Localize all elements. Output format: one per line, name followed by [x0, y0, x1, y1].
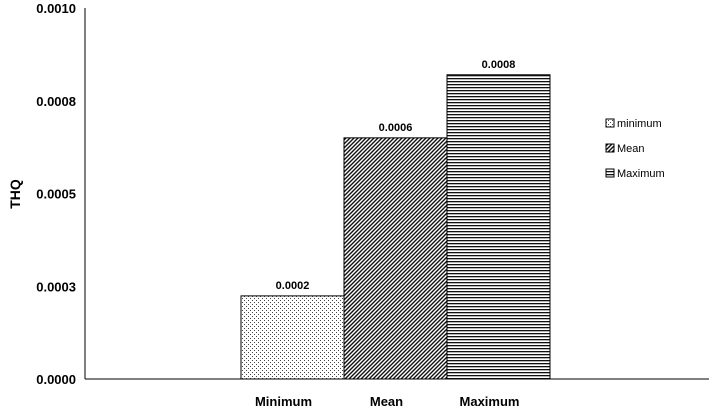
- data-label-minimum: 0.0002: [276, 280, 310, 292]
- y-axis-title: THQ: [7, 179, 23, 209]
- legend-swatch-minimum: [605, 118, 615, 128]
- y-tick-labels: 0.0000 0.0003 0.0005 0.0008 0.0010: [36, 1, 76, 387]
- legend-label-mean: Mean: [617, 143, 645, 155]
- data-label-mean: 0.0006: [379, 122, 413, 134]
- bar-minimum: [240, 295, 345, 380]
- category-labels: Minimum Mean Maximum: [255, 394, 520, 409]
- y-tick-label: 0.0005: [36, 187, 76, 202]
- legend-label-maximum: Maximum: [617, 168, 665, 180]
- legend-label-minimum: minimum: [617, 118, 662, 130]
- bar-mean: [343, 137, 448, 380]
- legend: minimum Mean Maximum: [605, 118, 665, 180]
- legend-swatch-mean: [605, 143, 615, 153]
- bars: 0.0002 0.0006 0.0008: [240, 59, 551, 380]
- category-label-mean: Mean: [370, 394, 403, 409]
- category-label-minimum: Minimum: [255, 394, 312, 409]
- y-tick-label: 0.0008: [36, 94, 76, 109]
- bar-maximum: [446, 74, 551, 380]
- y-tick-label: 0.0003: [36, 279, 76, 294]
- y-tick-label: 0.0000: [36, 372, 76, 387]
- y-tick-label: 0.0010: [36, 1, 76, 16]
- category-label-maximum: Maximum: [460, 394, 520, 409]
- data-label-maximum: 0.0008: [482, 59, 516, 71]
- legend-swatch-maximum: [605, 168, 615, 178]
